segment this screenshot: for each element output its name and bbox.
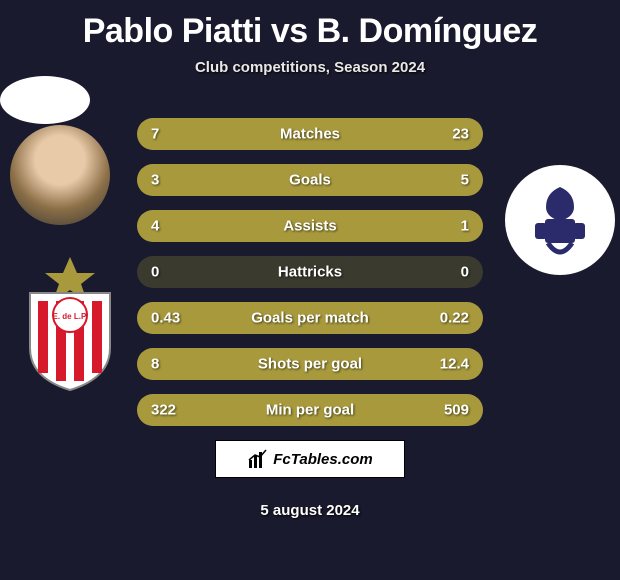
stat-value-left: 0 <box>151 264 159 281</box>
date-text: 5 august 2024 <box>260 502 359 519</box>
subtitle: Club competitions, Season 2024 <box>0 59 620 76</box>
stat-label: Matches <box>280 126 340 143</box>
player1-club-badge: E. de L.P. <box>15 255 125 395</box>
stat-row: 7 23 Matches <box>137 118 483 150</box>
logo-text: FcTables.com <box>273 451 372 468</box>
player2-avatar <box>0 76 90 124</box>
player1-name: Pablo Piatti <box>83 12 262 50</box>
stat-value-right: 1 <box>461 218 469 235</box>
stat-row: 4 1 Assists <box>137 210 483 242</box>
stat-value-right: 12.4 <box>440 356 469 373</box>
bar-fill-left <box>137 118 217 150</box>
stat-value-right: 0 <box>461 264 469 281</box>
comparison-title: Pablo Piatti vs B. Domínguez <box>0 0 620 51</box>
stat-value-left: 322 <box>151 402 176 419</box>
stat-row: 0.43 0.22 Goals per match <box>137 302 483 334</box>
stat-value-left: 4 <box>151 218 159 235</box>
bar-fill-left <box>137 210 414 242</box>
stat-value-left: 8 <box>151 356 159 373</box>
stat-label: Shots per goal <box>258 356 362 373</box>
stat-value-right: 5 <box>461 172 469 189</box>
stat-value-left: 0.43 <box>151 310 180 327</box>
stat-label: Hattricks <box>278 264 342 281</box>
fctables-logo: FcTables.com <box>215 440 405 478</box>
player1-avatar <box>10 125 110 225</box>
svg-text:E. de L.P.: E. de L.P. <box>53 312 88 321</box>
player2-club-badge <box>505 165 615 275</box>
vs-text: vs <box>271 12 308 50</box>
bar-fill-right <box>217 118 483 150</box>
stat-label: Assists <box>283 218 336 235</box>
stat-value-right: 0.22 <box>440 310 469 327</box>
player2-name: B. Domínguez <box>317 12 538 50</box>
stat-label: Min per goal <box>266 402 354 419</box>
stat-row: 8 12.4 Shots per goal <box>137 348 483 380</box>
stat-row: 3 5 Goals <box>137 164 483 196</box>
stat-value-left: 3 <box>151 172 159 189</box>
stat-row: 0 0 Hattricks <box>137 256 483 288</box>
stat-row: 322 509 Min per goal <box>137 394 483 426</box>
stat-label: Goals per match <box>251 310 369 327</box>
stat-label: Goals <box>289 172 331 189</box>
stat-value-right: 509 <box>444 402 469 419</box>
comparison-bars: 7 23 Matches 3 5 Goals 4 1 Assists 0 0 Hattricks 0.4… <box>137 118 483 440</box>
bar-fill-right <box>414 210 483 242</box>
stat-value-right: 23 <box>452 126 469 143</box>
stat-value-left: 7 <box>151 126 159 143</box>
